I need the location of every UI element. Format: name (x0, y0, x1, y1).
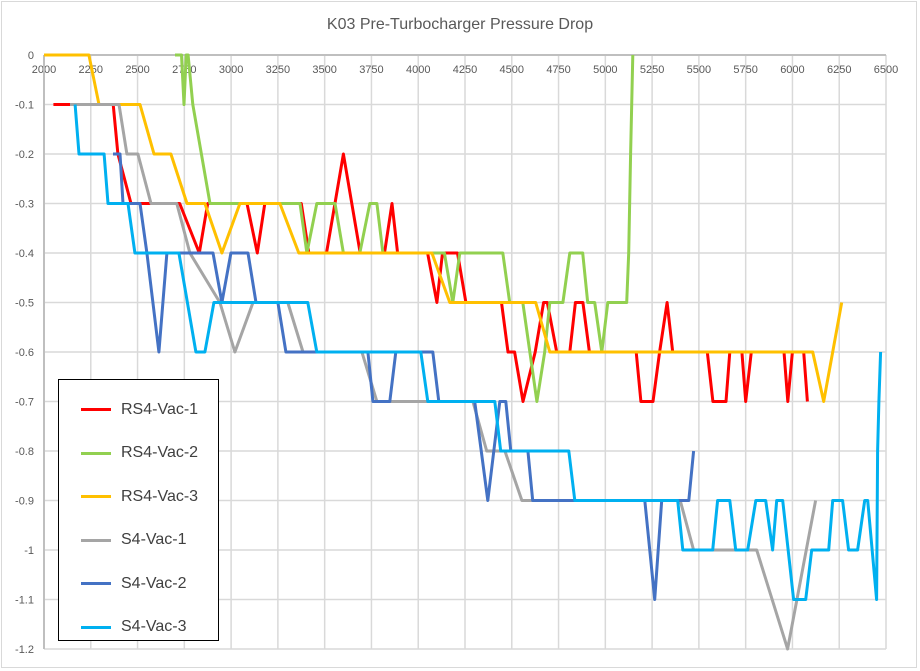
x-tick-label: 3500 (312, 64, 336, 76)
x-tick-label: 4500 (500, 64, 524, 76)
x-tick-label: 5000 (593, 64, 617, 76)
y-tick-label: -0.2 (15, 149, 34, 161)
x-tick-label: 4250 (453, 64, 477, 76)
legend-label: S4-Vac-3 (121, 618, 187, 636)
y-tick-label: -1.1 (15, 595, 34, 607)
y-tick-label: 0 (28, 50, 34, 62)
legend: RS4-Vac-1 RS4-Vac-2 RS4-Vac-3 S4-Vac-1 S… (58, 379, 219, 641)
y-tick-label: -0.7 (15, 397, 34, 409)
x-tick-label: 6250 (827, 64, 851, 76)
series-line-s4-vac-3 (73, 104, 883, 601)
y-tick-label: -0.6 (15, 347, 34, 359)
y-tick-label: -0.4 (15, 248, 34, 260)
legend-swatch (81, 625, 111, 629)
x-tick-label: 4000 (406, 64, 430, 76)
x-tick-label: 5750 (733, 64, 757, 76)
x-tick-label: 5500 (687, 64, 711, 76)
y-tick-label: -0.1 (15, 100, 34, 112)
y-tick-label: -0.5 (15, 298, 34, 310)
chart-title: K03 Pre-Turbocharger Pressure Drop (326, 16, 594, 33)
legend-swatch (81, 451, 111, 455)
legend-swatch (81, 408, 111, 412)
legend-swatch (81, 538, 111, 542)
x-tick-label: 3250 (266, 64, 290, 76)
y-tick-label: -0.3 (15, 199, 34, 211)
legend-item: RS4-Vac-1 (59, 388, 218, 432)
legend-item: S4-Vac-1 (59, 519, 218, 563)
legend-item: RS4-Vac-3 (59, 475, 218, 519)
x-tick-label: 4750 (546, 64, 570, 76)
legend-item: RS4-Vac-2 (59, 432, 218, 476)
legend-label: RS4-Vac-3 (121, 487, 199, 505)
x-tick-label: 3000 (219, 64, 243, 76)
y-tick-label: -1.2 (15, 644, 34, 656)
x-tick-label: 5250 (640, 64, 664, 76)
legend-label: S4-Vac-1 (121, 531, 187, 549)
x-tick-label: 6000 (780, 64, 804, 76)
y-tick-label: -0.8 (15, 446, 34, 458)
legend-label: RS4-Vac-1 (121, 400, 199, 418)
series-line-rs4-vac-2 (175, 53, 635, 403)
x-tick-label: 6500 (874, 64, 898, 76)
y-tick-label: -1 (24, 545, 34, 557)
legend-label: RS4-Vac-2 (121, 444, 199, 462)
series-line-rs4-vac-1 (53, 103, 809, 403)
x-tick-label: 2500 (125, 64, 149, 76)
y-tick-label: -0.9 (15, 496, 34, 508)
legend-item: S4-Vac-2 (59, 562, 218, 606)
series-line-s4-vac-2 (113, 152, 696, 601)
legend-item: S4-Vac-3 (59, 606, 218, 650)
legend-swatch (81, 495, 111, 499)
legend-swatch (81, 582, 111, 586)
legend-label: S4-Vac-2 (121, 574, 187, 592)
series-line-rs4-vac-3 (44, 53, 844, 403)
x-tick-label: 3750 (359, 64, 383, 76)
